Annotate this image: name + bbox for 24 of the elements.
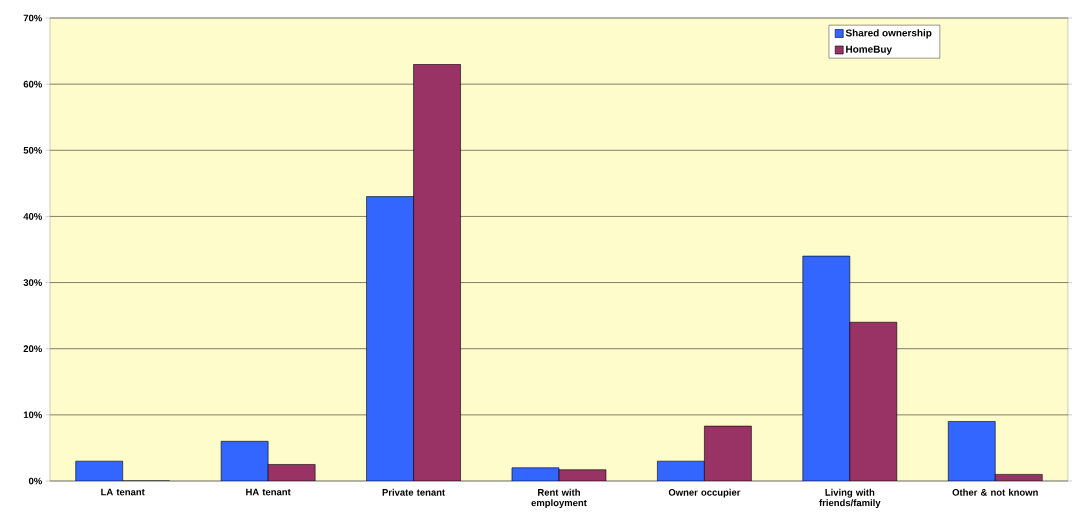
- y-tick-label: 70%: [23, 14, 42, 22]
- legend-label: Shared ownership: [845, 29, 932, 39]
- x-tick-label: Living with friends/family: [819, 488, 881, 509]
- bar: [413, 64, 461, 481]
- bar: [704, 425, 752, 481]
- bar: [947, 421, 996, 481]
- x-tick-label: Private tenant: [382, 488, 445, 496]
- y-tick-label: 30%: [23, 279, 42, 286]
- y-tick-label: 50%: [23, 146, 42, 154]
- x-tick-label: Owner occupier: [668, 488, 741, 498]
- y-tick-label: 0%: [28, 477, 42, 485]
- bar: [366, 196, 414, 481]
- y-tick-label: 20%: [23, 345, 42, 353]
- x-tick-label: LA tenant: [101, 488, 145, 496]
- y-tick-label: 10%: [23, 411, 42, 419]
- bar: [849, 321, 898, 481]
- x-tick-label: Rent with employment: [531, 488, 587, 509]
- x-tick-label: Other & not known: [952, 488, 1038, 496]
- y-tick-label: 40%: [23, 213, 42, 220]
- x-tick-label: HA tenant: [246, 488, 291, 496]
- legend-label: HomeBuy: [846, 45, 892, 55]
- bar: [220, 441, 269, 481]
- bar: [802, 255, 851, 481]
- y-tick-label: 60%: [23, 80, 42, 88]
